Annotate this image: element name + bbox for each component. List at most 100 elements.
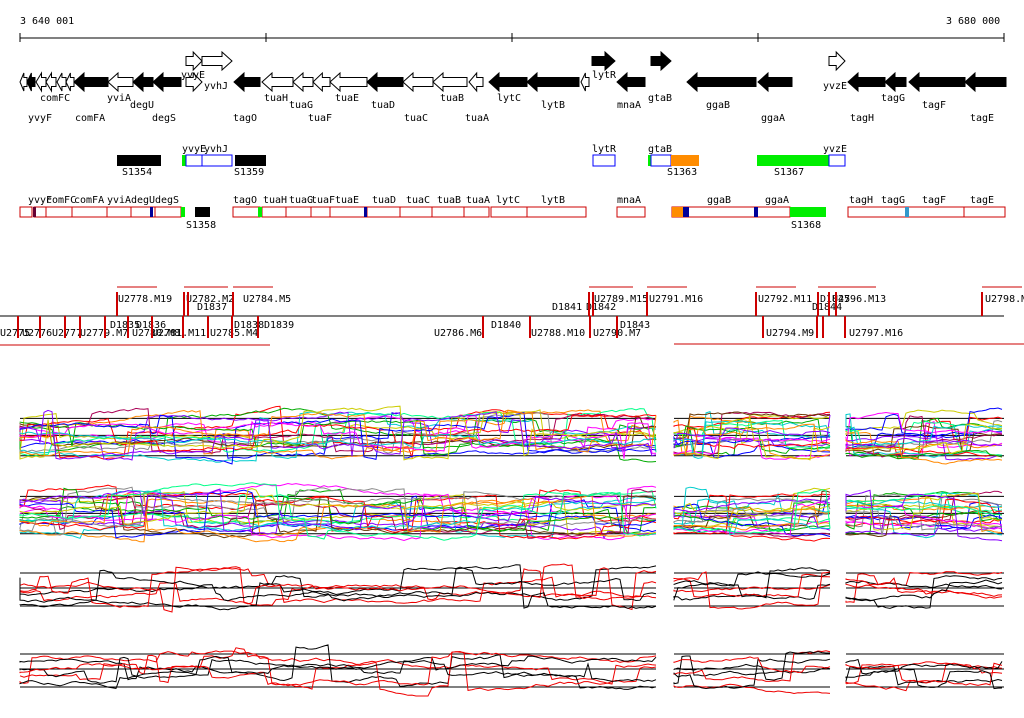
upper-label-U2789-M15[interactable]: U2789.M15 (594, 294, 648, 305)
upper-label-U2792-M11[interactable]: U2792.M11 (758, 294, 812, 305)
gene-arrow-icon[interactable] (201, 50, 233, 72)
segment-box[interactable] (45, 206, 73, 218)
lower-label-U2788-M10[interactable]: U2788.M10 (531, 328, 585, 339)
segment-box[interactable] (847, 206, 907, 218)
gene-arrow-icon[interactable] (468, 71, 484, 93)
gene-arrow-icon[interactable] (686, 71, 757, 93)
feature-box-lytR[interactable] (592, 154, 616, 167)
feature-box-S1363[interactable] (671, 155, 699, 166)
gene-arrow-icon[interactable] (26, 72, 36, 92)
lower-label-U2794-M9[interactable]: U2794.M9 (766, 328, 814, 339)
gene-arrow-icon[interactable] (526, 71, 580, 93)
gene-label-tuaE[interactable]: tuaE (335, 93, 359, 104)
gene-label-mnaA[interactable]: mnaA (617, 100, 641, 111)
gene-label-ggaB[interactable]: ggaB (706, 100, 730, 111)
gene-label-tuaC[interactable]: tuaC (404, 113, 428, 124)
upper-label-D1844[interactable]: D1844 (812, 302, 842, 313)
lower-label-U2777[interactable]: U2777 (52, 328, 82, 339)
gene-arrow-icon[interactable] (73, 71, 109, 93)
gene-label-yviA[interactable]: yviA (107, 93, 131, 104)
gene-label-gtaB[interactable]: gtaB (648, 93, 672, 104)
gene-arrow-icon[interactable] (233, 71, 261, 93)
gene-arrow-icon[interactable] (19, 72, 28, 92)
gene-label-tuaB[interactable]: tuaB (440, 93, 464, 104)
feature-box-S1354[interactable] (117, 155, 161, 166)
feature-box-yvzE[interactable] (828, 154, 846, 167)
gene-arrow-icon[interactable] (488, 71, 528, 93)
segment-box[interactable] (310, 206, 331, 218)
lower-label-U2781-M11[interactable]: U2781.M11 (152, 328, 206, 339)
segment-box[interactable] (106, 206, 132, 218)
gene-label-tagE[interactable]: tagE (970, 113, 994, 124)
feature-box-gtaB[interactable] (650, 154, 672, 167)
gene-label-lytR[interactable]: lytR (592, 70, 617, 81)
lower-label-D1835[interactable]: D1835 (110, 320, 140, 331)
gene-arrow-icon[interactable] (185, 50, 203, 72)
gene-arrow-icon[interactable] (847, 71, 886, 93)
lower-label-D1840[interactable]: D1840 (491, 320, 521, 331)
gene-arrow-icon[interactable] (152, 71, 182, 93)
lower-label-U2785-M4[interactable]: U2785.M4 (210, 328, 258, 339)
segment-box[interactable] (755, 206, 791, 218)
gene-label-comFA[interactable]: comFA (75, 113, 105, 124)
feature-box-green-yvyE[interactable] (182, 155, 186, 166)
gene-arrow-icon[interactable] (45, 71, 57, 93)
gene-arrow-icon[interactable] (261, 71, 294, 93)
lower-label-U2775[interactable]: U2775 (0, 328, 30, 339)
feature-box-S1367[interactable] (757, 155, 829, 166)
gene-arrow-icon[interactable] (828, 50, 846, 72)
feature-box-S1359[interactable] (235, 155, 266, 166)
gene-label-degS[interactable]: degS (152, 113, 176, 124)
segment-box[interactable] (329, 206, 368, 218)
gene-arrow-icon[interactable] (107, 71, 134, 93)
lower-label-U2786-M6[interactable]: U2786.M6 (434, 328, 482, 339)
gene-label-lytC[interactable]: lytC (497, 93, 521, 104)
lower-label-U2780-M8[interactable]: U2780.M8 (132, 328, 180, 339)
gene-label-tagH[interactable]: tagH (850, 113, 874, 124)
gene-arrow-icon[interactable] (56, 72, 67, 92)
upper-label-U2791-M16[interactable]: U2791.M16 (649, 294, 703, 305)
upper-label-U2796-M13[interactable]: U2796.M13 (832, 294, 886, 305)
segment-box[interactable] (490, 206, 528, 218)
gene-label-yvzE[interactable]: yvzE (823, 81, 847, 92)
segment-box[interactable] (399, 206, 433, 218)
lower-label-U2776[interactable]: U2776 (22, 328, 52, 339)
segment-box[interactable] (154, 206, 182, 218)
segment-box[interactable] (71, 206, 108, 218)
gene-label-yvyF[interactable]: yvyF (28, 113, 52, 124)
gene-arrow-icon[interactable] (35, 71, 47, 93)
segment-box[interactable] (431, 206, 465, 218)
gene-arrow-icon[interactable] (366, 71, 404, 93)
feature-box-yvyE[interactable] (185, 154, 203, 167)
gene-arrow-icon[interactable] (65, 72, 75, 92)
segment-box[interactable] (526, 206, 587, 218)
gene-arrow-icon[interactable] (432, 71, 468, 93)
gene-label-tuaF[interactable]: tuaF (308, 113, 332, 124)
gene-arrow-icon[interactable] (402, 71, 434, 93)
gene-label-tagF[interactable]: tagF (922, 100, 946, 111)
segment-box[interactable] (19, 206, 33, 218)
segment-box[interactable] (366, 206, 401, 218)
gene-label-yvyE[interactable]: yvyE (181, 70, 205, 81)
segment-box[interactable] (616, 206, 646, 218)
gene-arrow-icon[interactable] (964, 71, 1007, 93)
feature-box-yvhJ[interactable] (201, 154, 233, 167)
segment-box[interactable] (285, 206, 312, 218)
gene-arrow-icon[interactable] (580, 72, 590, 92)
gene-arrow-icon[interactable] (591, 50, 616, 72)
upper-label-U2798-M1[interactable]: U2798.M1 (985, 294, 1024, 305)
gene-arrow-icon[interactable] (185, 71, 203, 93)
upper-label-U2778-M19[interactable]: U2778.M19 (118, 294, 172, 305)
lower-label-U2797-M16[interactable]: U2797.M16 (849, 328, 903, 339)
gene-label-degU[interactable]: degU (130, 100, 154, 111)
lower-label-D1838[interactable]: D1838 (234, 320, 264, 331)
gene-arrow-icon[interactable] (884, 71, 907, 93)
gene-arrow-icon[interactable] (650, 50, 672, 72)
gene-label-ggaA[interactable]: ggaA (761, 113, 785, 124)
upper-label-D1837[interactable]: D1837 (197, 302, 227, 313)
gene-arrow-icon[interactable] (908, 71, 966, 93)
gene-label-tuaD[interactable]: tuaD (371, 100, 395, 111)
lower-label-D1843[interactable]: D1843 (620, 320, 650, 331)
gene-label-comFC[interactable]: comFC (40, 93, 70, 104)
segment-box[interactable] (261, 206, 287, 218)
